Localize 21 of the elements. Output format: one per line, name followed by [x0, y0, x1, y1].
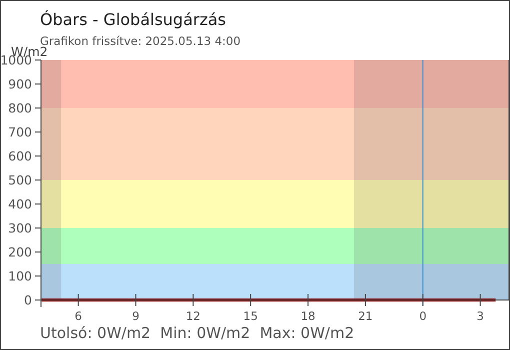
y-tick-label: 100: [8, 268, 32, 284]
x-tick-label: 21: [358, 309, 373, 323]
y-tick-label: 0: [24, 292, 32, 308]
chart-subtitle: Grafikon frissítve: 2025.05.13 4:00: [40, 34, 241, 48]
x-tick-label: 6: [74, 309, 82, 323]
x-tick-label: 9: [132, 309, 140, 323]
y-tick-label: 600: [8, 148, 32, 164]
y-tick-label: 200: [8, 244, 32, 260]
y-tick-label: 900: [8, 76, 32, 92]
y-tick-label: 400: [8, 196, 32, 212]
text: Utolsó: 0W/m2 Min: 0W/m2 Max: 0W/m2: [40, 324, 354, 342]
x-tick-label: 18: [300, 309, 316, 323]
x-tick-label: 0: [419, 309, 427, 323]
chart-title: Óbars - Globálsugárzás: [40, 10, 226, 29]
y-tick-label: 300: [8, 220, 32, 236]
y-tick-label: 500: [8, 172, 32, 188]
x-tick-label: 12: [186, 309, 200, 323]
y-tick-label: 800: [8, 100, 32, 116]
x-tick-label: 3: [476, 309, 484, 323]
x-tick-label: 15: [243, 309, 258, 323]
y-tick-label: 700: [8, 124, 32, 140]
